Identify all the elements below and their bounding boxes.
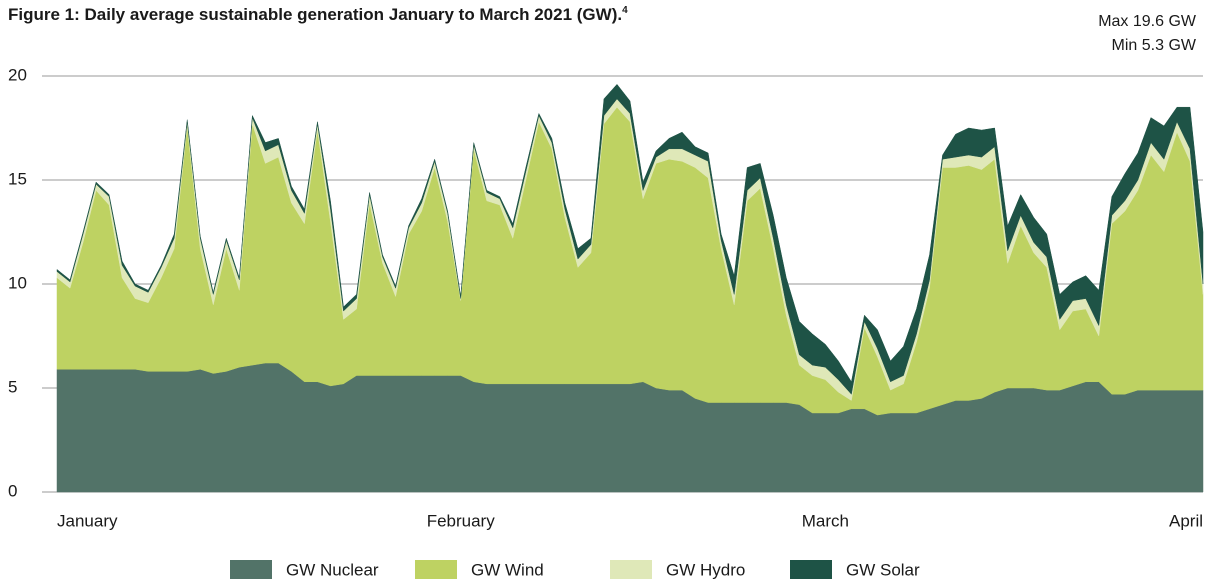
legend-label: GW Hydro — [666, 560, 745, 579]
x-tick-label: January — [57, 511, 118, 530]
legend-label: GW Solar — [846, 560, 920, 579]
annotation: Max 19.6 GW — [1098, 13, 1197, 30]
x-tick-label: April — [1169, 511, 1203, 530]
title-text: Figure 1: Daily average sustainable gene… — [8, 5, 622, 24]
y-tick-label: 15 — [8, 169, 27, 188]
area-1 — [56, 106, 1204, 416]
legend-swatch — [790, 560, 832, 579]
y-tick-label: 0 — [8, 481, 17, 500]
y-tick-label: 10 — [8, 273, 27, 292]
x-tick-label: March — [802, 511, 849, 530]
annotation: Min 5.3 GW — [1112, 37, 1197, 54]
legend-swatch — [415, 560, 457, 579]
legend-swatch — [230, 560, 272, 579]
y-tick-label: 20 — [8, 65, 27, 84]
legend-label: GW Nuclear — [286, 560, 379, 579]
area-3 — [56, 83, 1204, 395]
title-footnote: 4 — [622, 5, 628, 16]
chart-title: Figure 1: Daily average sustainable gene… — [8, 5, 628, 25]
legend-label: GW Wind — [471, 560, 544, 579]
y-tick-label: 5 — [8, 377, 17, 396]
x-tick-label: February — [427, 511, 496, 530]
legend-swatch — [610, 560, 652, 579]
